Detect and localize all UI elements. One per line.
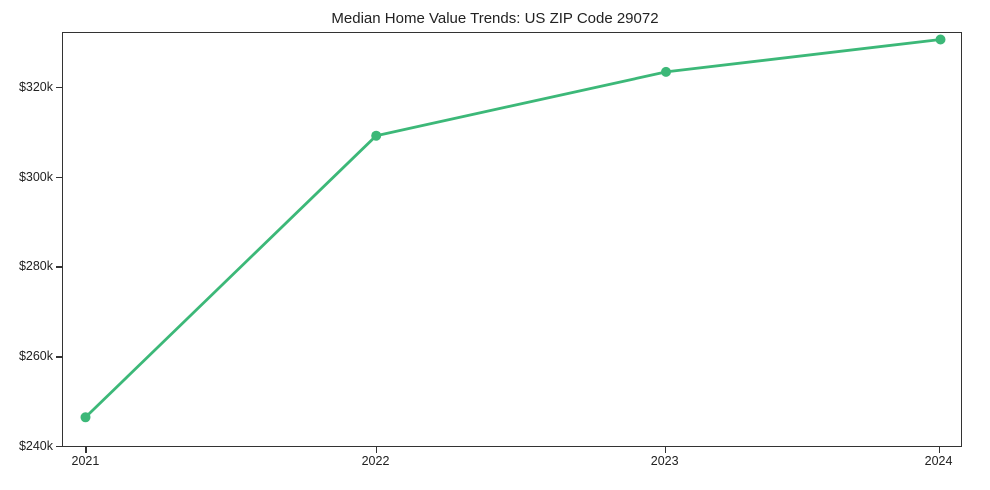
x-tick-2024	[939, 446, 940, 453]
x-tick-2022	[376, 446, 377, 453]
y-tick-320k	[56, 87, 63, 88]
median-value-line	[86, 40, 941, 418]
y-tick-260k	[56, 356, 63, 357]
chart-title: Median Home Value Trends: US ZIP Code 29…	[0, 10, 990, 27]
y-tick-240k	[56, 446, 63, 447]
y-tick-label-280k: $280k	[19, 259, 53, 273]
x-tick-label-2022: 2022	[362, 454, 390, 468]
plot-area: $320k $300k $280k $260k $240k 2021 2022 …	[62, 32, 962, 447]
x-tick-2021	[85, 446, 86, 453]
x-tick-2023	[665, 446, 666, 453]
y-tick-300k	[56, 177, 63, 178]
x-tick-label-2021: 2021	[72, 454, 100, 468]
data-point-2023[interactable]	[661, 67, 671, 77]
x-tick-label-2023: 2023	[651, 454, 679, 468]
y-tick-label-300k: $300k	[19, 170, 53, 184]
x-tick-label-2024: 2024	[925, 454, 953, 468]
line-series-chart	[63, 33, 961, 446]
y-tick-280k	[56, 266, 63, 267]
data-point-2022[interactable]	[371, 131, 381, 141]
data-point-2024[interactable]	[936, 35, 946, 45]
chart-container: Median Home Value Trends: US ZIP Code 29…	[0, 0, 990, 490]
y-tick-label-260k: $260k	[19, 349, 53, 363]
data-point-2021[interactable]	[81, 412, 91, 422]
y-tick-label-320k: $320k	[19, 80, 53, 94]
y-tick-label-240k: $240k	[19, 439, 53, 453]
